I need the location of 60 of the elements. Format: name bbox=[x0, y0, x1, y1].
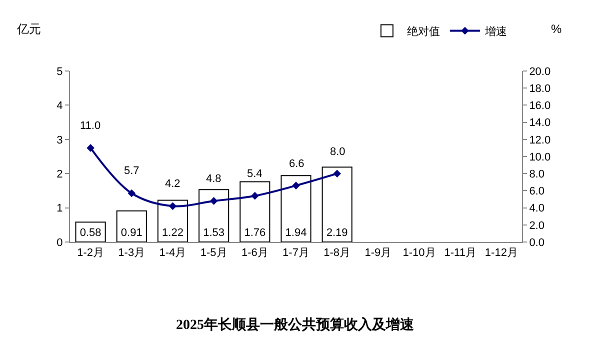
y-tick-label: 3 bbox=[56, 134, 63, 146]
y-tick-label: 1 bbox=[56, 202, 63, 215]
data-label: 11.0 bbox=[80, 120, 101, 132]
y-tick-label: 5 bbox=[56, 66, 63, 78]
x-tick-label: 1-11月 bbox=[444, 247, 476, 260]
data-label: 1.94 bbox=[285, 227, 307, 239]
y-tick-label: 2 bbox=[56, 168, 63, 180]
data-label: 2.19 bbox=[326, 227, 348, 239]
y2-tick-label: 16.0 bbox=[529, 100, 551, 112]
y2-tick-label: 14.0 bbox=[529, 117, 551, 130]
y-axis-title: 亿元 bbox=[16, 22, 41, 36]
point bbox=[128, 189, 136, 198]
data-label: 6.6 bbox=[289, 158, 304, 170]
bar bbox=[280, 175, 312, 242]
legend-label: 绝对值 bbox=[406, 25, 440, 38]
y-tick-label: 0 bbox=[56, 236, 63, 249]
point bbox=[86, 144, 94, 152]
x-tick-label: 1-6月 bbox=[241, 247, 268, 260]
y2-tick-label: 2.0 bbox=[529, 220, 544, 232]
point bbox=[333, 170, 341, 178]
y2-tick-label: 0.0 bbox=[529, 236, 544, 249]
data-label: 0.58 bbox=[80, 227, 102, 239]
data-label: 1.76 bbox=[244, 227, 266, 239]
x-tick-label: 1-9月 bbox=[364, 247, 392, 260]
y2-tick-label: 18.0 bbox=[529, 82, 551, 95]
bar bbox=[157, 200, 188, 242]
data-label: 5.4 bbox=[247, 168, 262, 180]
y2-tick-label: 8.0 bbox=[529, 168, 544, 180]
bar bbox=[322, 166, 352, 242]
data-label: 0.91 bbox=[120, 227, 142, 239]
bar bbox=[116, 210, 147, 242]
bar bbox=[198, 189, 230, 242]
point bbox=[210, 197, 218, 205]
y2-tick-label: 6.0 bbox=[529, 186, 544, 198]
y2-tick-label: 20.0 bbox=[529, 66, 551, 78]
y-tick-label: 4 bbox=[56, 100, 63, 112]
bar bbox=[240, 181, 270, 242]
x-tick-label: 1-2月 bbox=[77, 247, 104, 260]
y2-tick-label: 4.0 bbox=[529, 202, 544, 215]
point bbox=[251, 192, 259, 200]
text: 2025年长顺县一般公共预算收入及增速 bbox=[176, 316, 415, 333]
y2-tick-label: 12.0 bbox=[529, 134, 551, 146]
data-label: 4.2 bbox=[165, 178, 180, 190]
x-tick-label: 1-8月 bbox=[324, 247, 351, 260]
data-label: 5.7 bbox=[124, 165, 140, 177]
legend-label: 增速 bbox=[484, 25, 507, 38]
x-tick-label: 1-10月 bbox=[402, 247, 436, 260]
data-label: 8.0 bbox=[330, 146, 346, 158]
x-tick-label: 1-5月 bbox=[200, 247, 228, 260]
data-label: 1.53 bbox=[203, 227, 225, 239]
point bbox=[168, 202, 177, 210]
x-tick-label: 1-4月 bbox=[159, 247, 186, 260]
data-label: 1.22 bbox=[162, 227, 184, 239]
y2-tick-label: 10.0 bbox=[529, 151, 551, 164]
point bbox=[292, 182, 300, 190]
data-label: 4.8 bbox=[206, 173, 222, 185]
x-tick-label: 1-12月 bbox=[484, 247, 518, 260]
x-tick-label: 1-7月 bbox=[282, 247, 310, 260]
x-tick-label: 1-3月 bbox=[118, 247, 146, 260]
y2-axis-title: % bbox=[551, 22, 562, 36]
